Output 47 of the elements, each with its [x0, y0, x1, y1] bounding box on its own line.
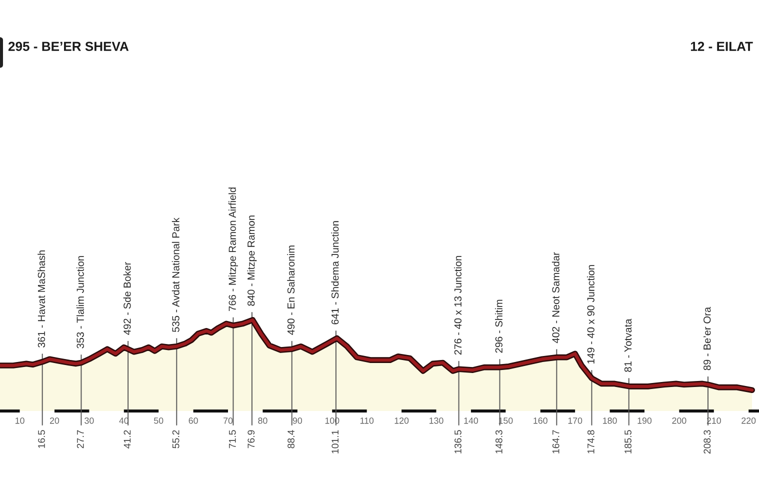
x-tick-label: 200 — [672, 417, 686, 424]
annotation: 840 - Mitzpe Ramon — [247, 216, 257, 306]
text: 295 - BE’ER SHEVA — [8, 42, 129, 52]
x2-tick-label: 164.7 — [552, 430, 560, 454]
x2-tick-label: 55.2 — [172, 430, 180, 448]
annotation: 641 - Shdema Junction — [331, 221, 339, 324]
x-tick-label: 80 — [258, 417, 268, 424]
x-tick-label: 190 — [638, 417, 652, 424]
text: 12 - EILAT — [690, 42, 753, 51]
annotation: 535 - Avdat National Park — [172, 218, 180, 332]
x-tick-label: 160 — [534, 417, 548, 424]
x-tick-label: 220 — [742, 417, 756, 424]
annotation: 490 - En Saharonim — [287, 246, 295, 335]
x-tick-label: 130 — [430, 417, 444, 424]
x2-tick-label: 88.4 — [288, 430, 294, 448]
x2-tick-label: 136.5 — [454, 430, 462, 454]
x2-tick-label: 148.3 — [495, 430, 502, 454]
x-tick-label: 110 — [360, 417, 374, 424]
x-tick-label: 140 — [464, 417, 478, 424]
annotation: 296 - Shitim — [495, 300, 502, 353]
x-tick-label: 170 — [568, 417, 582, 424]
x-tick-label: 50 — [154, 417, 164, 424]
annotation: 89 - Be’er Ora — [704, 306, 711, 370]
x-tick-label: 20 — [50, 417, 60, 424]
x-tick-label: 120 — [394, 417, 409, 424]
annotation: 766 - Mitzpe Ramon Airfield — [228, 188, 238, 311]
annotation: 276 - 40 x 13 Junction — [454, 256, 462, 355]
x2-tick-label: 76.9 — [248, 430, 255, 448]
x-tick-label: 60 — [188, 417, 198, 424]
annotation: 81 - Yotvata — [624, 318, 632, 372]
x2-tick-label: 174.8 — [587, 430, 594, 454]
x2-tick-label: 208.3 — [704, 430, 711, 454]
x2-tick-label: 27.7 — [76, 430, 84, 448]
x-tick-label: 10 — [16, 417, 24, 424]
x2-tick-label: 16.5 — [38, 430, 45, 448]
annotation: 361 - Havat MaShash — [38, 250, 46, 348]
x2-tick-label: 185.5 — [624, 430, 632, 454]
x-tick-label: 30 — [84, 417, 94, 424]
annotation: 149 - 40 x 90 Junction — [586, 265, 594, 364]
x-tick-label: 180 — [603, 417, 617, 424]
annotation: 353 - Tlalim Junction — [76, 256, 84, 348]
x2-tick-label: 101.1 — [332, 430, 339, 454]
x2-tick-label: 41.2 — [124, 430, 131, 448]
annotation: 492 - Sde Boker — [123, 262, 131, 335]
x2-tick-label: 71.5 — [229, 430, 236, 448]
annotation: 402 - Neot Samadar — [552, 252, 560, 344]
x-tick-label: 90 — [292, 417, 302, 424]
